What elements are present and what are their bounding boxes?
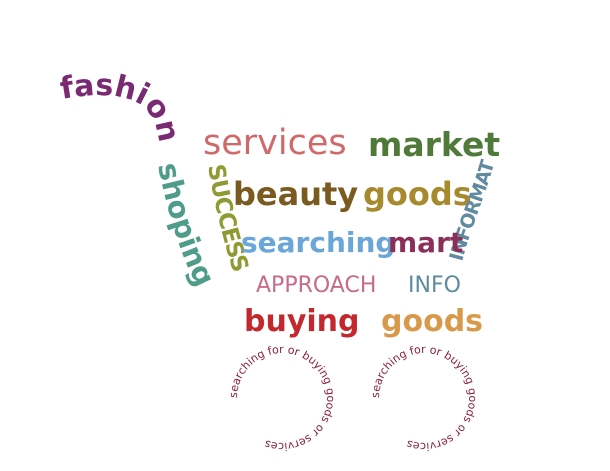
word-services: services [203, 123, 347, 163]
svg-text:searching for or buying goods: searching for or buying goods or service… [227, 343, 337, 453]
left-wheel: searching for or buying goods or service… [227, 343, 337, 453]
word-buying: buying [244, 304, 360, 339]
word-goods: goods [363, 175, 472, 213]
word-approach: APPROACH [256, 273, 377, 298]
left-wheel-text: searching for or buying goods or service… [227, 343, 337, 453]
svg-text:INFORMATION: INFORMATION [0, 0, 499, 263]
right-wheel-text: searching for or buying goods or service… [369, 343, 479, 453]
word-market: market [368, 125, 501, 164]
word-mart: mart [388, 226, 464, 259]
word-searching: searching [241, 226, 396, 259]
svg-text:searching for or buying goods: searching for or buying goods or service… [369, 343, 479, 453]
word-info: INFO [408, 273, 461, 298]
word-goods-bottom: goods [381, 304, 484, 339]
right-wheel: searching for or buying goods or service… [369, 343, 479, 453]
word-information: INFORMATION [0, 0, 500, 263]
word-beauty: beauty [233, 175, 359, 213]
